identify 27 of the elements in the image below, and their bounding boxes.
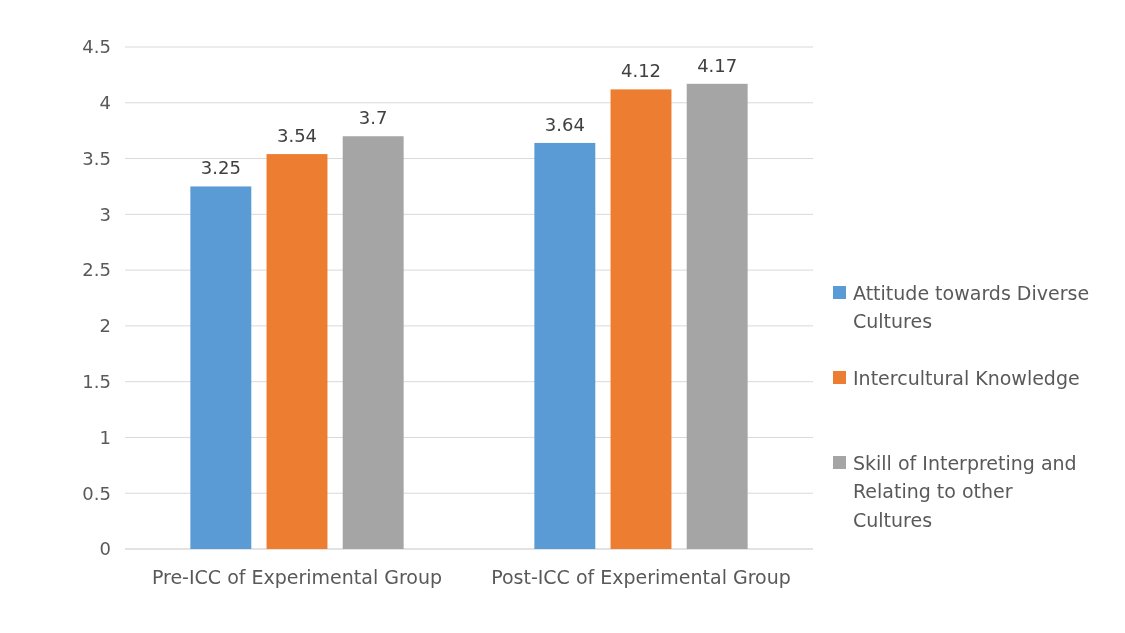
bar: [610, 89, 672, 549]
x-tick-label: Pre-ICC of Experimental Group: [151, 566, 443, 588]
bar: [190, 186, 252, 549]
y-tick-label: 1: [99, 426, 111, 448]
x-tick-label: Post-ICC of Experimental Group: [491, 566, 791, 588]
data-label: 3.54: [276, 125, 318, 147]
bar: [266, 154, 328, 549]
data-label: 3.7: [358, 107, 388, 129]
y-tick-label: 2.5: [82, 259, 111, 281]
bar: [686, 83, 748, 549]
legend-label: Intercultural Knowledge: [853, 366, 1080, 389]
y-tick-label: 3.5: [82, 147, 111, 169]
y-tick-label: 2: [99, 315, 111, 337]
legend-label: Skill of Interpreting and Relating to other Cultures: [853, 451, 1077, 531]
data-label: 3.25: [200, 157, 241, 179]
y-tick-label: 1.5: [82, 370, 111, 392]
y-tick-label: 3: [99, 203, 111, 225]
data-label: 3.64: [544, 113, 585, 135]
data-label: 4.12: [620, 60, 662, 82]
y-tick-label: 4.5: [82, 36, 111, 58]
data-label: 4.17: [697, 54, 738, 76]
y-tick-label: 0.5: [82, 482, 111, 504]
legend-label: Attitude towards Diverse Cultures: [853, 281, 1090, 333]
y-tick-label: 4: [99, 92, 111, 114]
y-tick-label: 0: [99, 538, 111, 560]
bar: [534, 142, 596, 549]
bar: [342, 136, 404, 549]
